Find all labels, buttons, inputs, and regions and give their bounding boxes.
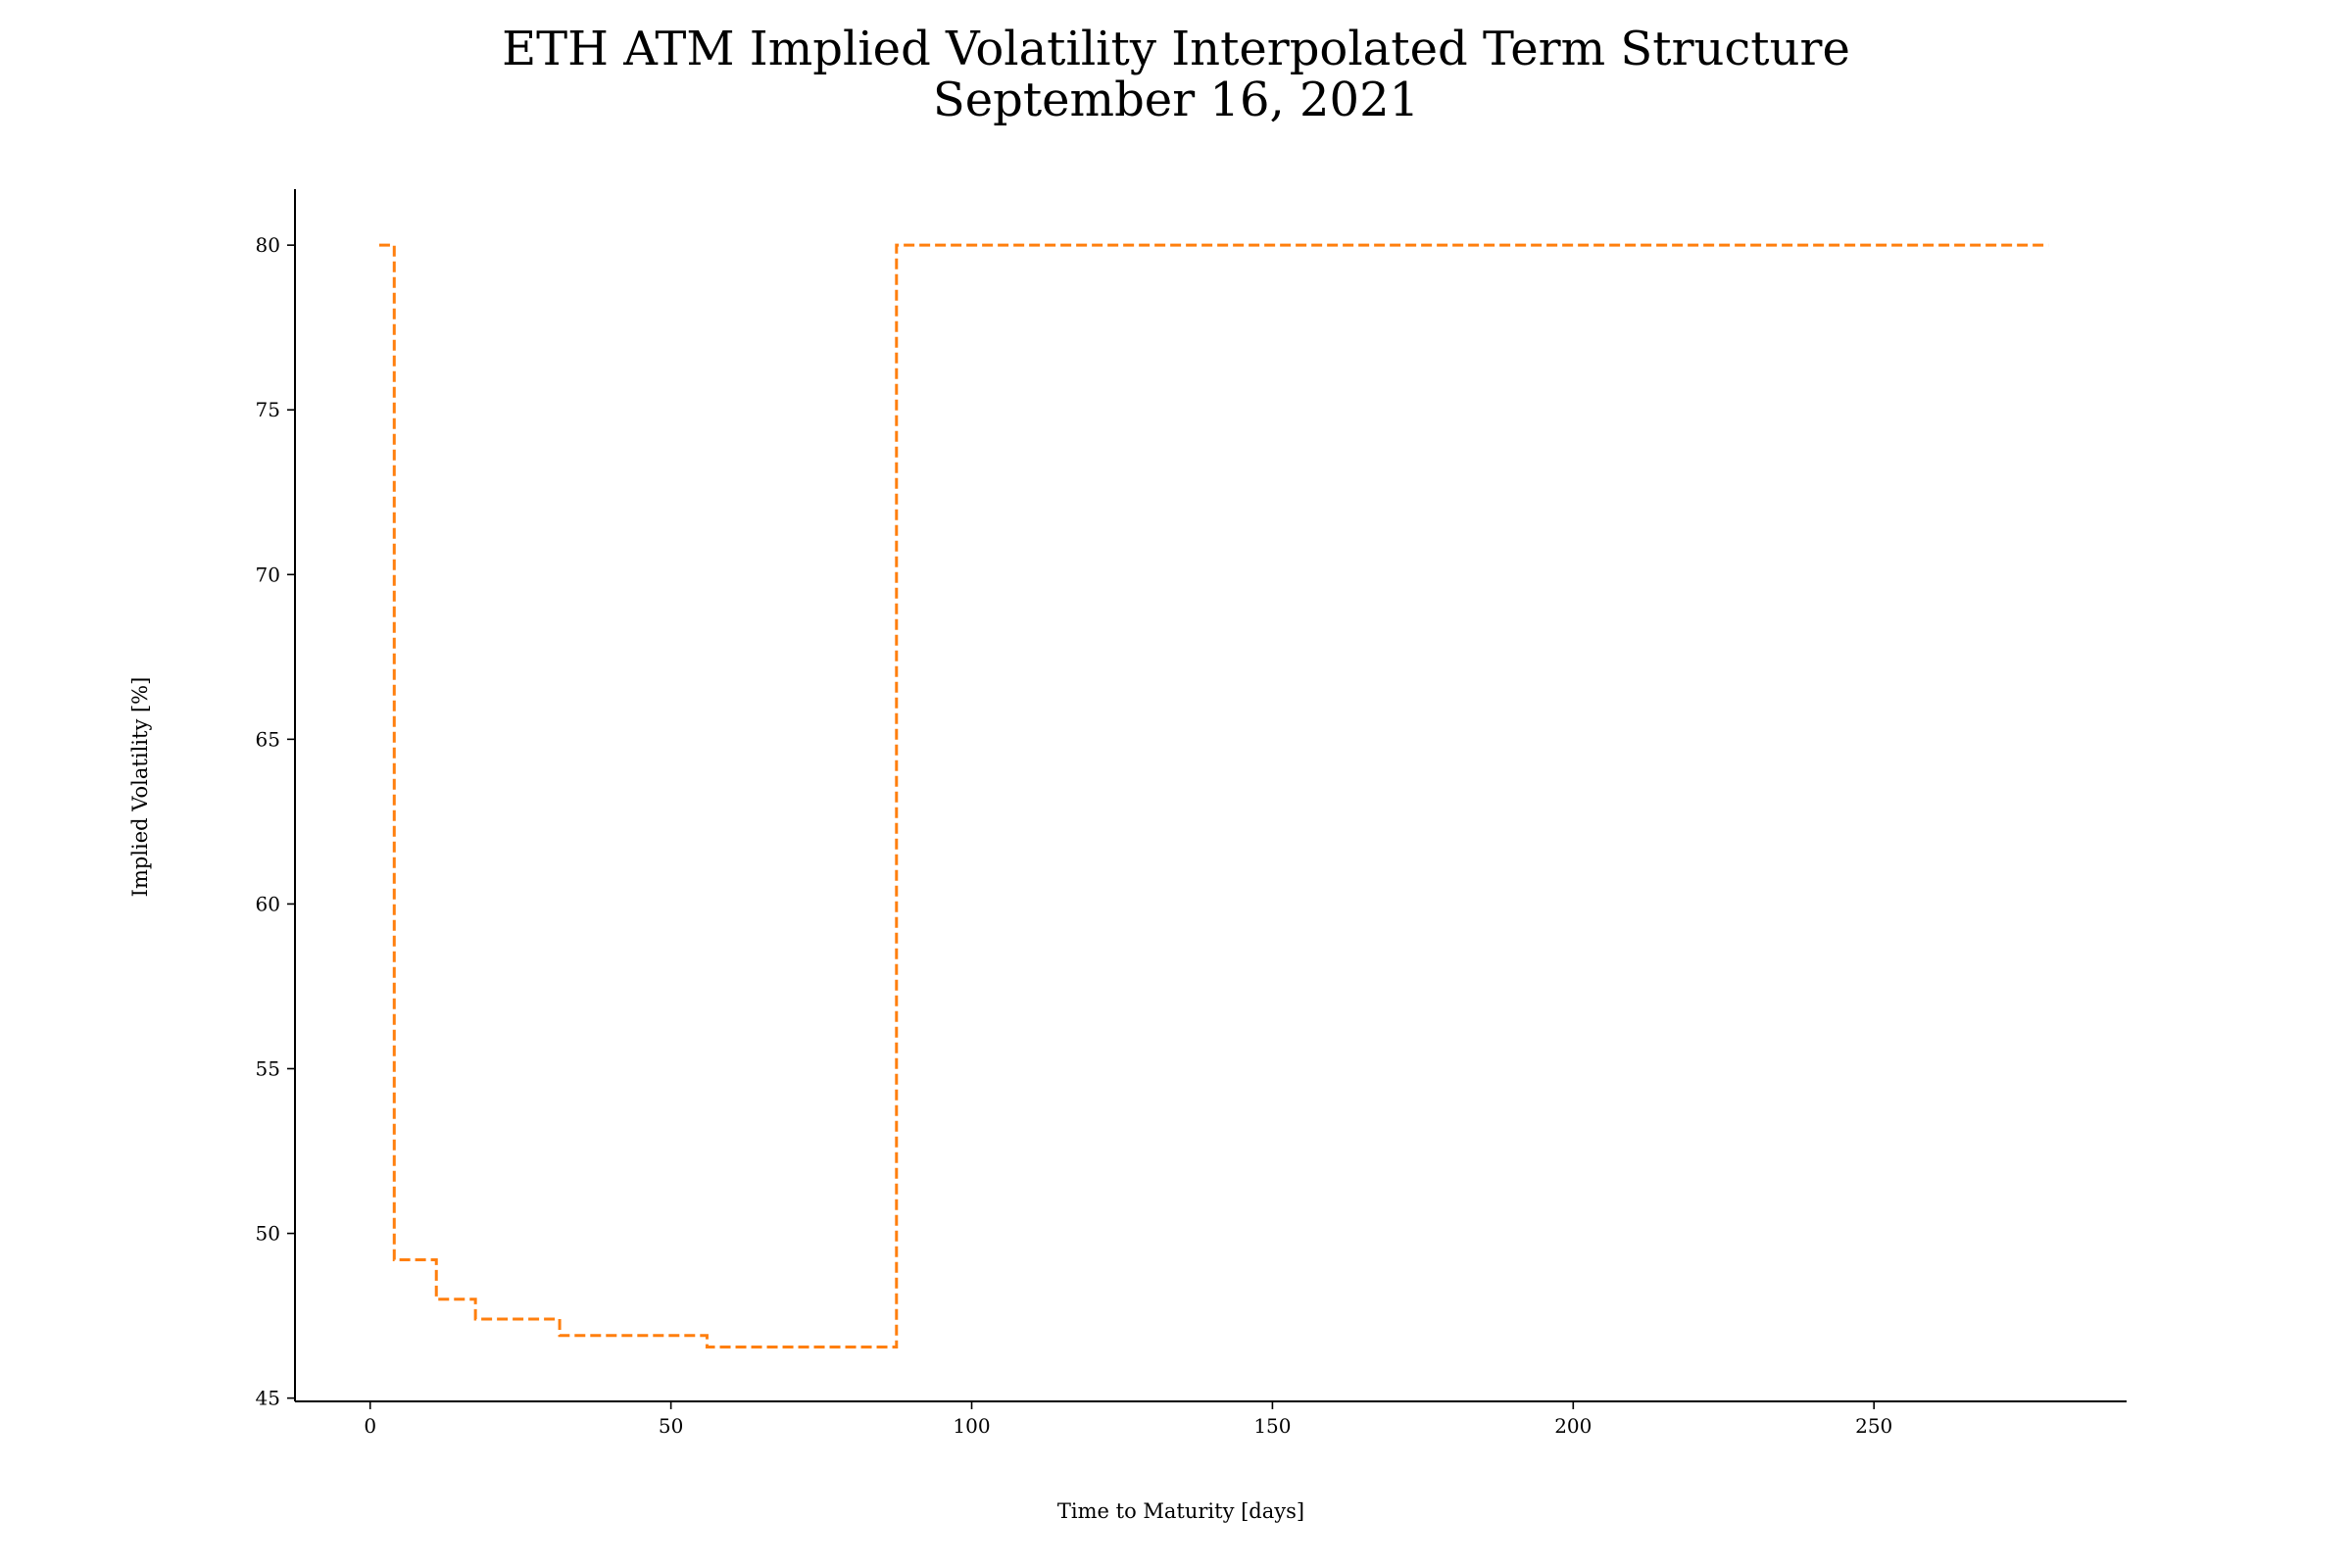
- series-line: [378, 243, 2049, 1349]
- x-axis-ticks: 0 50 100 150 200 250: [364, 1401, 1892, 1438]
- y-tick-label: 80: [256, 233, 280, 257]
- y-tick-label: 60: [256, 892, 280, 915]
- chart-subtitle: September 16, 2021: [933, 73, 1419, 127]
- y-tick-label: 50: [256, 1222, 280, 1246]
- x-tick-label: 50: [659, 1414, 683, 1438]
- y-tick-label: 55: [256, 1056, 280, 1080]
- y-tick-label: 45: [256, 1387, 280, 1410]
- x-tick-label: 0: [364, 1414, 376, 1438]
- x-tick-label: 250: [1855, 1414, 1892, 1438]
- y-axis-ticks: 45 50 55 60 65 70 75 80: [256, 233, 295, 1410]
- series-layer: [378, 243, 2049, 1349]
- x-axis-label: Time to Maturity [days]: [1057, 1499, 1304, 1523]
- y-tick-label: 70: [256, 563, 280, 586]
- chart-title: ETH ATM Implied Volatility Interpolated …: [502, 22, 1850, 76]
- y-tick-label: 65: [256, 727, 280, 751]
- y-axis-label: Implied Volatility [%]: [128, 677, 152, 898]
- x-tick-label: 150: [1253, 1414, 1291, 1438]
- x-tick-label: 200: [1554, 1414, 1592, 1438]
- y-tick-label: 75: [256, 398, 280, 421]
- x-tick-label: 100: [953, 1414, 990, 1438]
